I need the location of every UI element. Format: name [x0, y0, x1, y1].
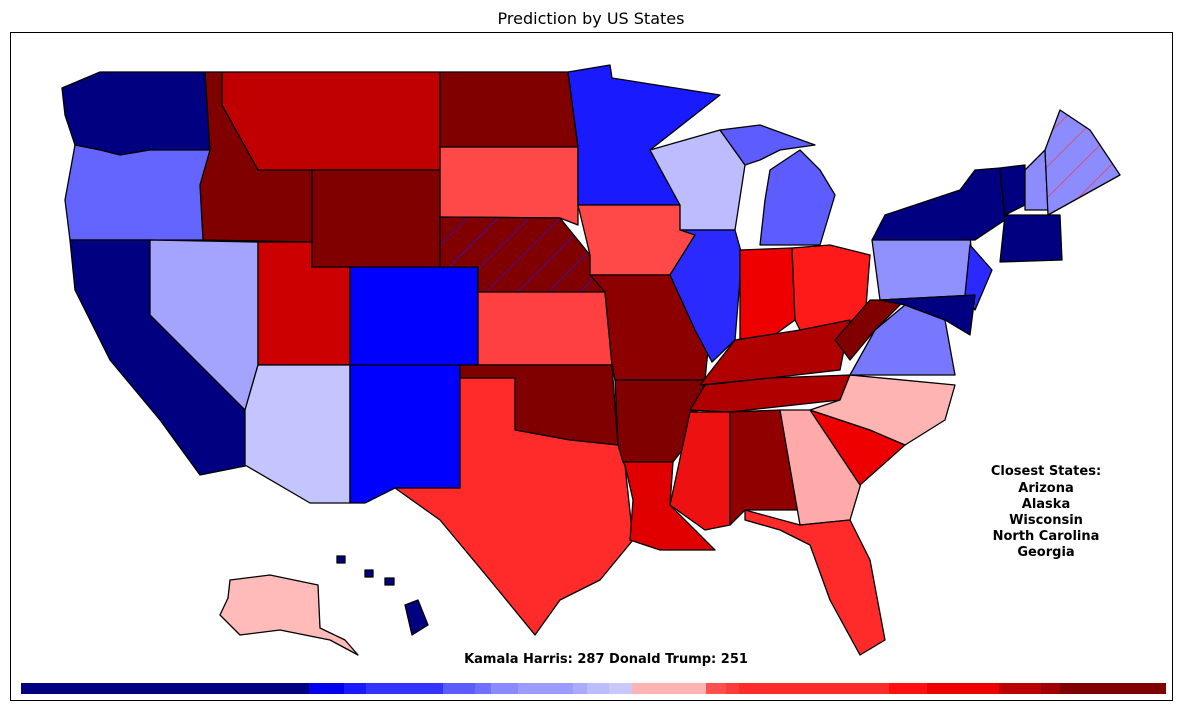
state	[622, 461, 716, 551]
state	[719, 124, 816, 166]
frame	[10, 32, 1173, 701]
state	[349, 364, 461, 504]
state	[669, 411, 731, 531]
closest-states: Closest States: Arizona Alaska Wisconsin…	[991, 464, 1101, 560]
map	[61, 64, 1121, 656]
state	[61, 71, 211, 156]
color-strip	[21, 683, 1166, 694]
closest-state: Wisconsin	[1009, 513, 1083, 528]
state	[834, 299, 906, 361]
state	[219, 574, 359, 656]
state	[809, 374, 956, 446]
title: Prediction by US States	[498, 9, 685, 28]
state	[879, 294, 976, 336]
closest-state: North Carolina	[993, 529, 1100, 544]
state	[1024, 149, 1049, 211]
state	[999, 164, 1026, 216]
state	[404, 599, 429, 636]
state	[729, 409, 801, 526]
result: Kamala Harris: 287 Donald Trump: 251	[464, 652, 748, 667]
state	[221, 71, 441, 171]
state	[64, 144, 211, 241]
state	[999, 214, 1063, 263]
state	[871, 167, 1006, 241]
closest-state: Alaska	[1022, 497, 1070, 512]
state	[336, 555, 346, 564]
state	[311, 169, 441, 268]
state	[1044, 109, 1121, 216]
state	[744, 509, 886, 656]
state	[244, 364, 351, 504]
closest-heading: Closest States:	[991, 464, 1101, 479]
state	[439, 71, 579, 148]
state	[759, 149, 836, 246]
state	[871, 234, 976, 301]
closest-state: Arizona	[1018, 481, 1073, 496]
closest-state: Georgia	[1017, 545, 1074, 560]
state	[477, 291, 613, 366]
state	[669, 229, 743, 363]
state	[439, 146, 579, 226]
state	[779, 409, 866, 526]
state	[964, 244, 993, 311]
state	[364, 569, 374, 578]
state	[394, 377, 634, 636]
state	[349, 266, 479, 366]
state	[384, 577, 395, 586]
